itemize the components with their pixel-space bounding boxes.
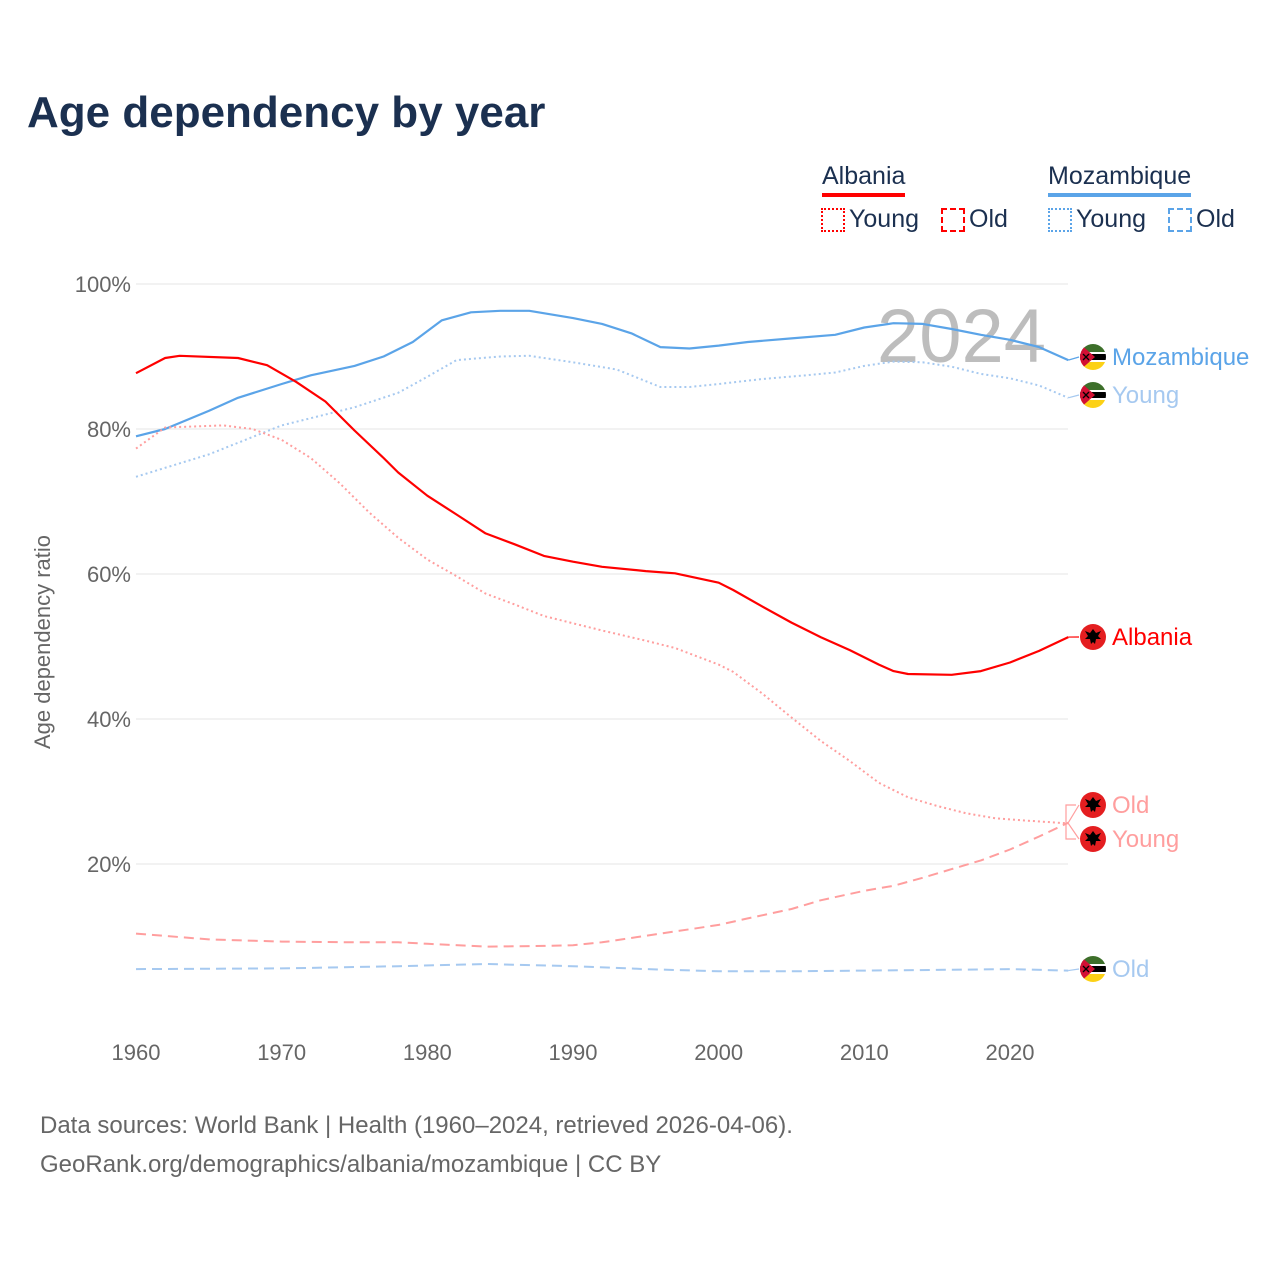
x-tick-label: 1970 [257, 1040, 306, 1065]
flag-triangle [1080, 344, 1095, 370]
footer-link[interactable]: GeoRank.org/demographics/albania/mozambi… [40, 1151, 662, 1178]
label-connector [1068, 394, 1080, 399]
x-tick-label: 1980 [403, 1040, 452, 1065]
emblem-icon [1082, 391, 1090, 399]
flag-body [1080, 624, 1106, 650]
dashed-swatch-icon [941, 207, 965, 232]
dotted-swatch-icon [1048, 207, 1072, 232]
x-tick-label: 1990 [549, 1040, 598, 1065]
flag-green [1080, 344, 1106, 352]
dotted-swatch-icon [821, 207, 845, 232]
legend-mozambique[interactable]: Mozambique [1048, 162, 1192, 197]
y-tick-label: 80% [87, 417, 131, 442]
y-axis-label: Age dependency ratio [30, 535, 55, 749]
y-tick-label: 40% [87, 707, 131, 732]
year-watermark: 2024 [877, 294, 1046, 379]
flag-body [1080, 792, 1106, 818]
series-line-albania-young [135, 424, 1069, 825]
flag-green [1080, 956, 1106, 964]
legend-label: Old [969, 205, 1008, 233]
label-bracket [1065, 804, 1076, 840]
legend-label: Old [1196, 205, 1235, 233]
series-end-label: Albania [1112, 624, 1193, 651]
flag-yellow [1080, 400, 1106, 408]
label-connector [1068, 356, 1080, 361]
flag-triangle [1080, 956, 1095, 982]
mozambique-flag-icon [1080, 956, 1106, 982]
emblem-icon [1082, 353, 1090, 361]
series-end-label: Young [1112, 826, 1179, 853]
series-line-mozambique [135, 309, 1069, 438]
label-connector [1067, 823, 1080, 840]
legend-albania-old[interactable]: Old [941, 205, 1008, 234]
eagle-icon [1085, 797, 1101, 812]
legend-label: Young [849, 205, 919, 233]
flag-green [1080, 382, 1106, 390]
eagle-icon [1085, 831, 1101, 846]
mozambique-flag-icon [1080, 344, 1106, 370]
footer: Data sources: World Bank | Health (1960–… [40, 1106, 793, 1184]
legend-label: Young [1076, 205, 1146, 233]
eagle-icon [1085, 629, 1101, 644]
series-line-mozambique-young [135, 354, 1069, 478]
flag-yellow [1080, 362, 1106, 370]
line-chart: 20% 40% 60% 80% 100% 1960 1970 1980 1990 2000 2010… [30, 272, 1249, 1065]
series-line-albania-old [135, 821, 1069, 948]
series-end-label: Young [1112, 382, 1179, 409]
legend-albania-young[interactable]: Young [821, 205, 919, 234]
flag-triangle [1080, 382, 1095, 408]
label-connector [1067, 804, 1080, 823]
flag-body [1080, 956, 1106, 982]
albania-flag-icon [1080, 624, 1106, 650]
series-line-mozambique-old [135, 963, 1069, 973]
footer-sources: Data sources: World Bank | Health (1960–… [40, 1112, 793, 1139]
label-connector [1068, 968, 1080, 972]
y-tick-label: 100% [75, 272, 131, 297]
chart-title: Age dependency by year [27, 88, 546, 137]
legend-mozambique-old[interactable]: Old [1168, 205, 1235, 234]
y-tick-label: 20% [87, 852, 131, 877]
series-line-albania [135, 354, 1069, 676]
dashed-swatch-icon [1168, 207, 1192, 232]
flag-body [1080, 344, 1106, 370]
mozambique-flag-icon [1080, 382, 1106, 408]
albania-flag-icon [1080, 826, 1106, 852]
flag-body [1080, 826, 1106, 852]
legend-albania[interactable]: Albania [822, 162, 906, 197]
x-tick-label: 1960 [112, 1040, 161, 1065]
legend-mozambique-young[interactable]: Young [1048, 205, 1146, 234]
y-tick-label: 60% [87, 562, 131, 587]
flag-yellow [1080, 974, 1106, 982]
x-tick-label: 2010 [840, 1040, 889, 1065]
series-end-label: Old [1112, 956, 1149, 983]
x-tick-label: 2020 [986, 1040, 1035, 1065]
series-end-label: Old [1112, 792, 1149, 819]
series-end-label: Mozambique [1112, 344, 1249, 371]
albania-flag-icon [1080, 792, 1106, 818]
emblem-icon [1082, 965, 1090, 973]
flag-body [1080, 382, 1106, 408]
x-tick-label: 2000 [694, 1040, 743, 1065]
